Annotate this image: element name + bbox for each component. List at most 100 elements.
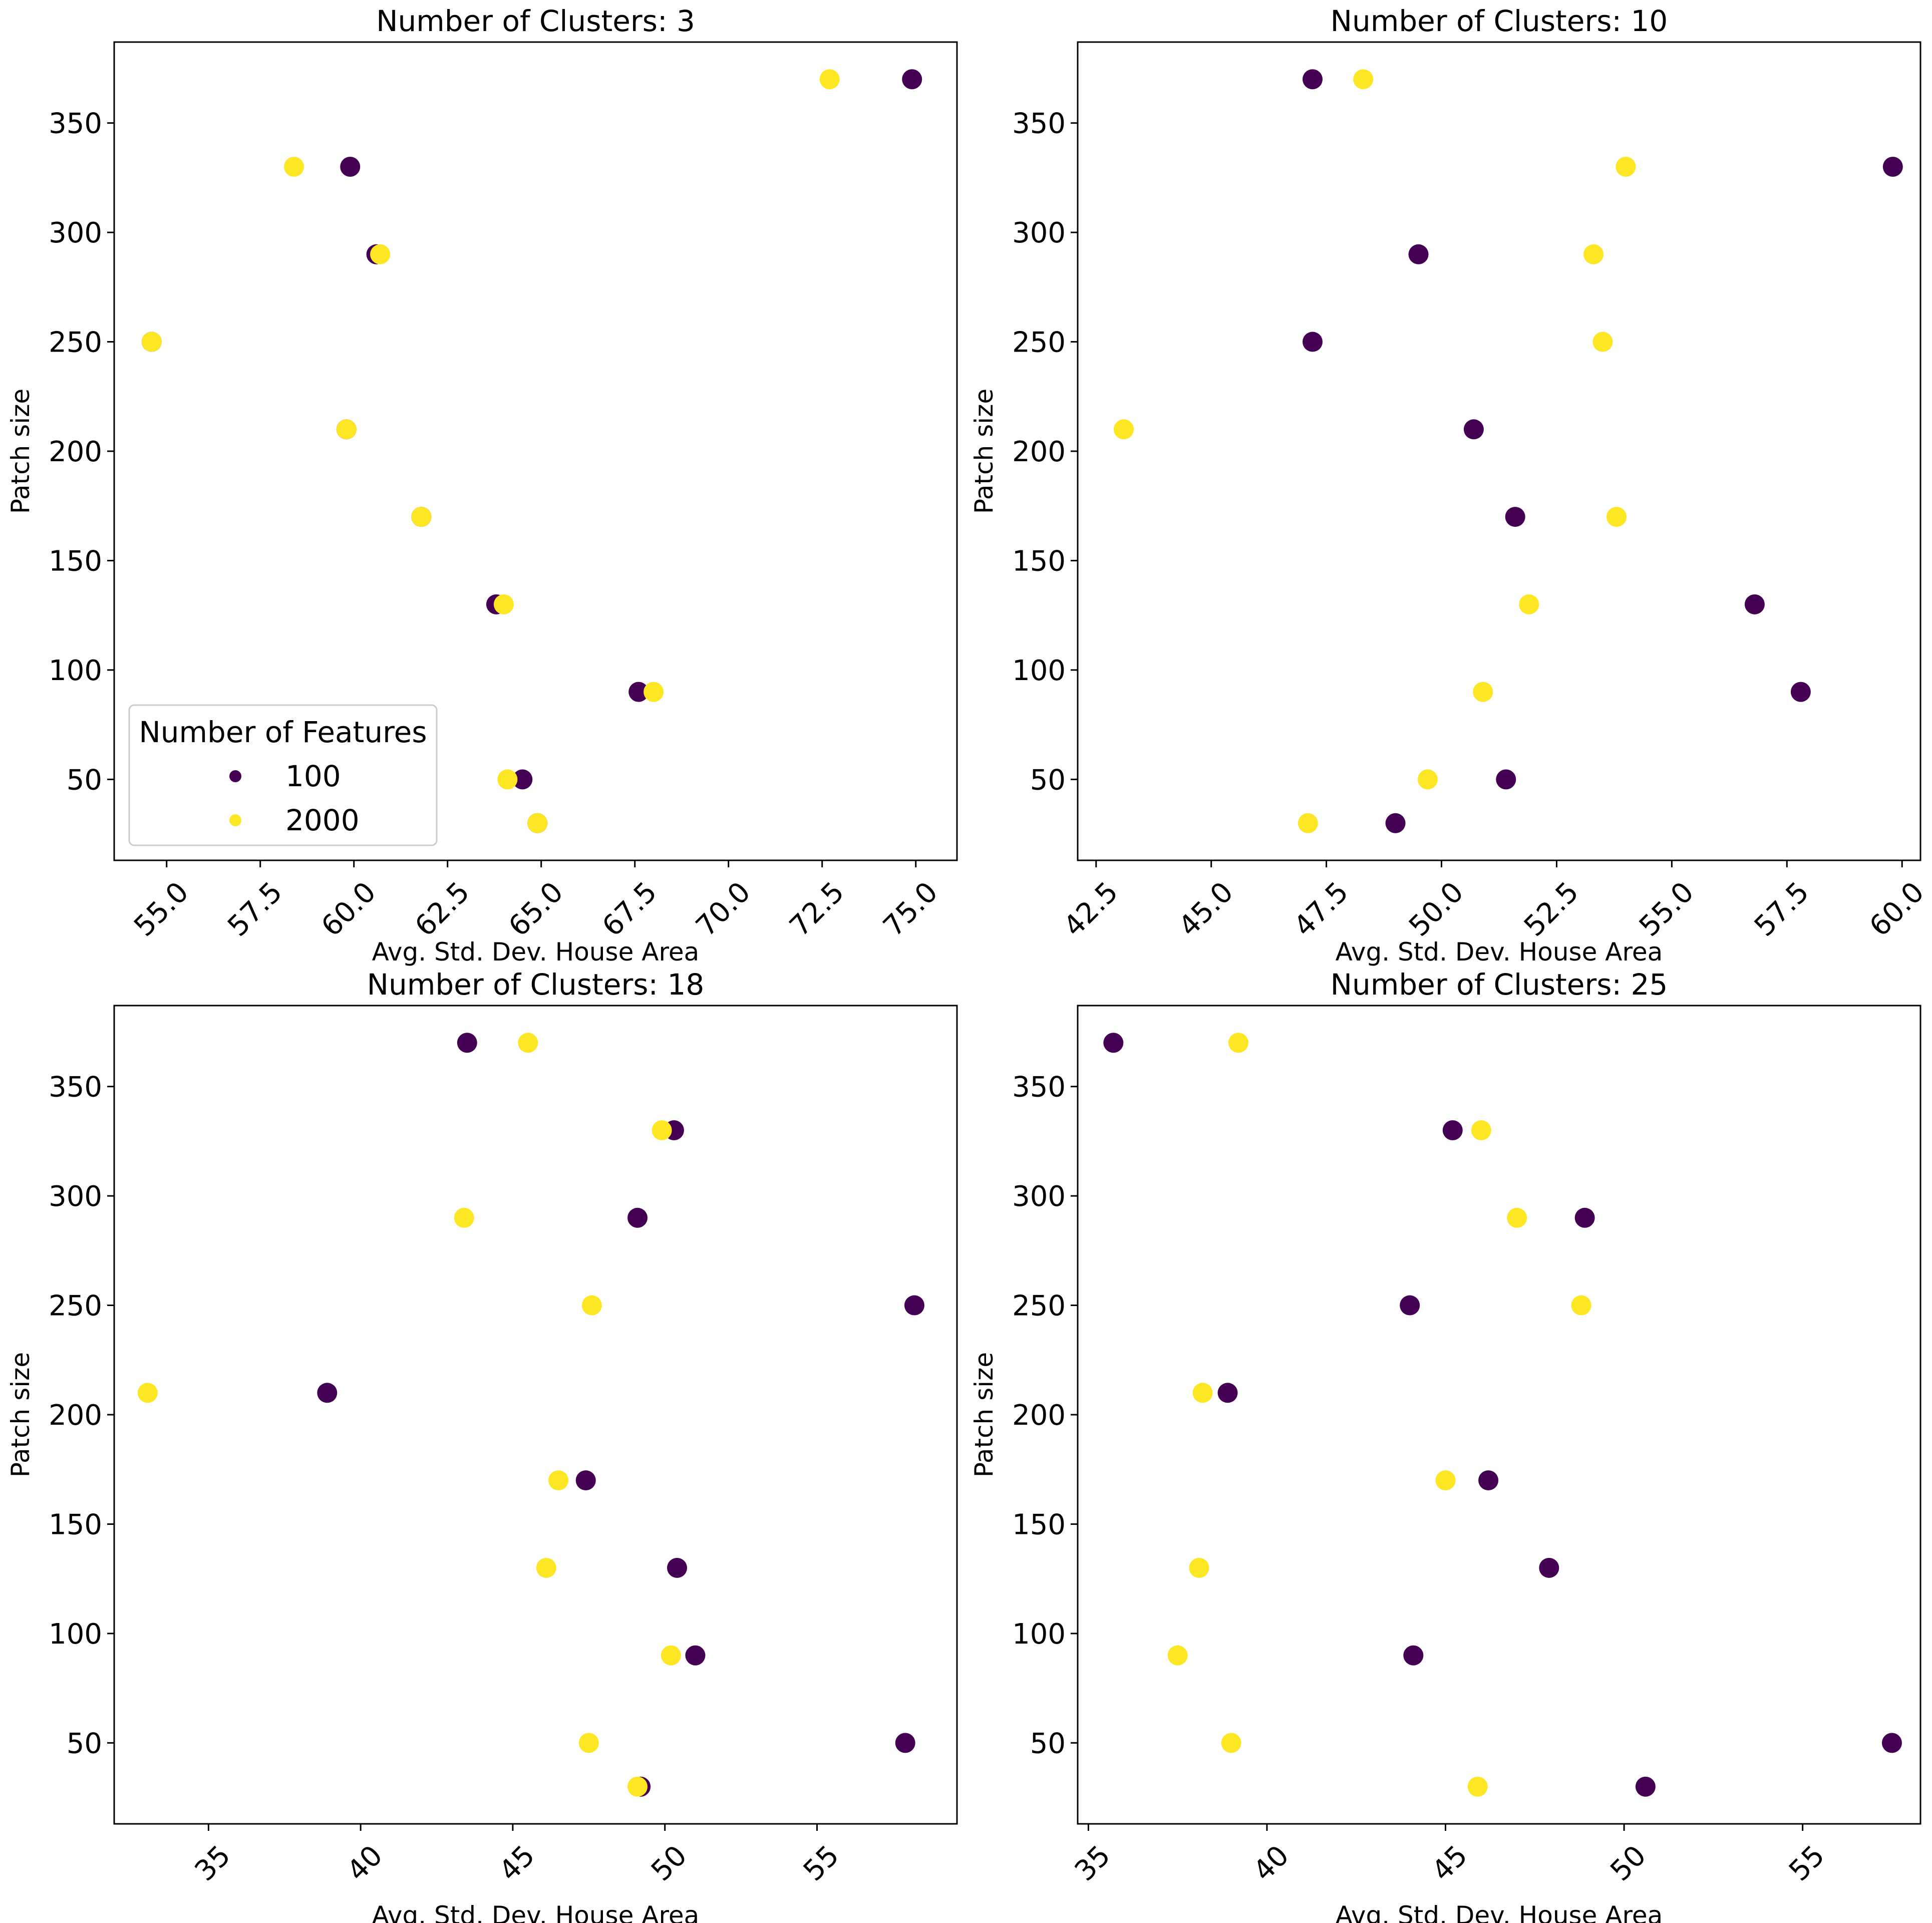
x-tick-label: 50: [1604, 1839, 1652, 1887]
y-tick-label: 250: [1012, 1290, 1066, 1323]
data-point-features-2000: [1228, 1033, 1248, 1053]
plot-area: [1077, 41, 1921, 861]
y-axis-label: Patch size: [6, 1352, 35, 1477]
y-axis-label: Patch size: [970, 1352, 999, 1477]
subplot-3: Number of Clusters: 18 50 100 150 200 250 300 3…: [6, 968, 958, 1923]
y-tick-label: 250: [1012, 327, 1066, 359]
y-tick-label: 200: [1012, 436, 1066, 468]
data-point-features-2000: [1189, 1557, 1209, 1578]
y-tick-label: 150: [49, 1508, 102, 1541]
data-point-features-2000: [643, 682, 664, 702]
data-point-features-100: [1403, 1645, 1424, 1666]
y-axis-label: Patch size: [970, 389, 999, 514]
data-point-features-2000: [578, 1733, 599, 1753]
x-tick-label: 42.5: [1057, 876, 1124, 943]
data-point-features-2000: [1192, 1383, 1213, 1403]
y-tick-label: 200: [1012, 1399, 1066, 1432]
data-point-features-2000: [1167, 1645, 1188, 1666]
x-axis-label: Avg. Std. Dev. House Area: [1336, 937, 1663, 967]
data-point-features-2000: [1592, 332, 1613, 352]
data-point-features-2000: [652, 1120, 672, 1141]
data-point-features-2000: [1113, 419, 1134, 440]
data-point-features-100: [1478, 1470, 1499, 1491]
data-point-features-2000: [141, 332, 162, 352]
y-tick-label: 300: [49, 1180, 102, 1213]
y-tick-label: 50: [67, 764, 102, 796]
subplot-title: Number of Clusters: 25: [1331, 968, 1668, 1002]
data-point-features-2000: [627, 1776, 648, 1797]
x-tick-label: 45: [493, 1839, 541, 1887]
legend-title: Number of Features: [139, 715, 427, 749]
data-point-features-2000: [1467, 1776, 1488, 1797]
x-tick-label: 35: [1069, 1839, 1117, 1887]
data-point-features-2000: [137, 1383, 158, 1403]
x-tick-label: 40: [1247, 1839, 1295, 1887]
x-tick-label: 60.0: [315, 876, 382, 943]
data-point-features-2000: [518, 1033, 538, 1053]
y-tick-label: 350: [1012, 108, 1066, 140]
data-point-features-2000: [1606, 507, 1627, 527]
y-tick-label: 300: [49, 217, 102, 249]
subplot-title: Number of Clusters: 10: [1331, 4, 1668, 38]
subplot-title: Number of Clusters: 18: [367, 968, 705, 1002]
x-tick-label: 40: [341, 1839, 389, 1887]
x-tick-label: 35: [189, 1839, 237, 1887]
y-tick-label: 250: [49, 1290, 102, 1323]
data-point-features-2000: [1507, 1207, 1527, 1228]
data-point-features-2000: [1435, 1470, 1456, 1491]
y-tick-label: 50: [67, 1727, 102, 1760]
data-point-features-100: [1408, 244, 1429, 264]
y-tick-label: 350: [49, 1071, 102, 1104]
data-point-features-2000: [581, 1295, 602, 1316]
data-point-features-100: [1882, 157, 1903, 177]
x-tick-label: 45: [1426, 1839, 1474, 1887]
data-point-features-100: [1217, 1383, 1238, 1403]
legend-marker-2000: [229, 814, 241, 826]
subplot-title: Number of Clusters: 3: [376, 4, 695, 38]
subplot-2: Number of Clusters: 10 50 100 150 200 250 300 3…: [970, 4, 1930, 967]
data-point-features-100: [1744, 594, 1765, 614]
y-tick-label: 250: [49, 327, 102, 359]
data-point-features-100: [628, 682, 649, 702]
data-point-features-2000: [370, 244, 391, 264]
x-tick-label: 67.5: [596, 876, 663, 943]
x-tick-label: 52.5: [1518, 876, 1585, 943]
x-tick-label: 55: [1783, 1839, 1831, 1887]
data-point-features-2000: [454, 1207, 474, 1228]
data-point-features-2000: [536, 1557, 556, 1578]
data-point-features-2000: [819, 69, 840, 90]
data-point-features-2000: [1583, 244, 1604, 264]
legend-box: [128, 704, 438, 846]
data-point-features-2000: [497, 769, 518, 790]
x-tick-label: 55.0: [1633, 876, 1700, 943]
data-point-features-100: [902, 69, 922, 90]
y-tick-label: 350: [1012, 1071, 1066, 1104]
y-tick-label: 200: [49, 1399, 102, 1432]
subplot-4: Number of Clusters: 25 50 100 150 200 250 300 3…: [970, 968, 1921, 1923]
x-tick-label: 60.0: [1863, 876, 1930, 943]
legend: Number of Features 100 2000: [128, 704, 438, 846]
data-point-features-2000: [1417, 769, 1438, 790]
data-point-features-100: [1505, 507, 1525, 527]
data-point-features-2000: [661, 1645, 681, 1666]
x-tick-label: 45.0: [1172, 876, 1239, 943]
plot-area: [1077, 1005, 1921, 1825]
x-tick-label: 50.0: [1403, 876, 1470, 943]
data-point-features-2000: [1519, 594, 1539, 614]
data-point-features-100: [904, 1295, 924, 1316]
x-tick-label: 75.0: [877, 876, 944, 943]
y-tick-label: 200: [49, 436, 102, 468]
y-tick-label: 50: [1030, 1727, 1066, 1760]
data-point-features-100: [1442, 1120, 1463, 1141]
y-tick-label: 150: [1012, 545, 1066, 577]
data-point-features-100: [340, 157, 361, 177]
x-axis-label: Avg. Std. Dev. House Area: [372, 937, 700, 967]
data-point-features-2000: [493, 594, 514, 614]
legend-label-100: 100: [285, 759, 341, 793]
data-point-features-100: [667, 1557, 688, 1578]
data-point-features-100: [895, 1733, 915, 1753]
data-point-features-2000: [336, 419, 357, 440]
data-point-features-100: [1103, 1033, 1124, 1053]
y-tick-label: 350: [49, 108, 102, 140]
x-tick-label: 65.0: [502, 876, 569, 943]
